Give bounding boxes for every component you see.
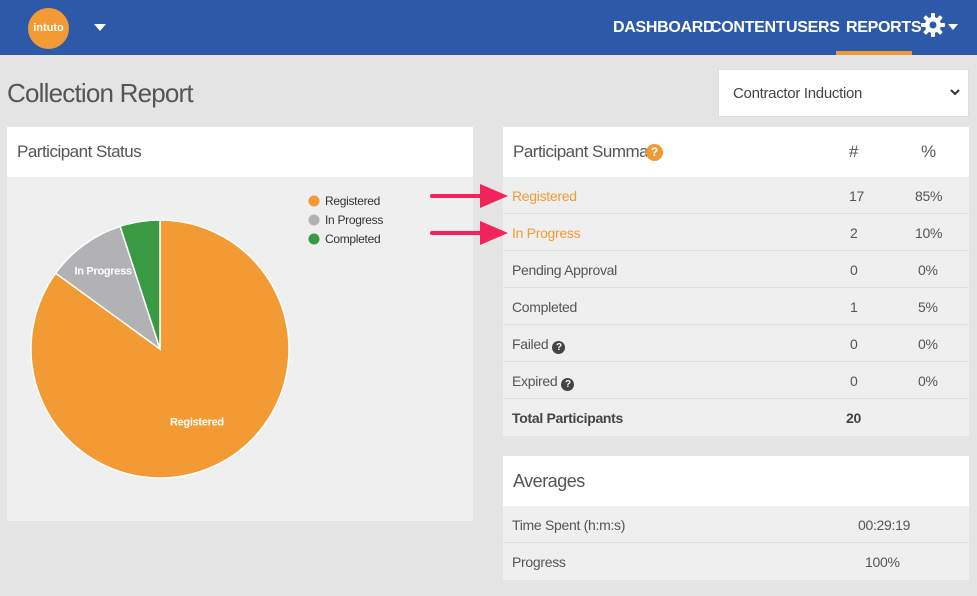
top-navbar: intuto DASHBOARD CONTENT USERS REPORTS [0, 0, 977, 55]
collection-select[interactable]: Contractor Induction [718, 69, 969, 117]
count-column-header: # [849, 142, 858, 161]
time-spent-value: 00:29:19 [858, 517, 911, 533]
annotation-arrow-registered [430, 184, 508, 208]
progress-value: 100% [865, 554, 900, 570]
row-count: 1 [850, 299, 858, 315]
averages-row: Progress 100% [503, 543, 969, 580]
legend-label[interactable]: Registered [325, 194, 380, 208]
row-percent: 85% [915, 188, 943, 204]
row-label[interactable]: In Progress [512, 225, 581, 241]
table-row: Failed? 0 0% [503, 325, 969, 362]
annotation-arrow-in-progress [430, 221, 508, 245]
total-row: Total Participants 20 [503, 399, 969, 436]
legend-label[interactable]: Completed [325, 232, 381, 246]
time-spent-label: Time Spent (h:m:s) [512, 517, 626, 533]
pie-slice-in-progress[interactable] [54, 225, 162, 351]
gear-icon[interactable] [920, 12, 946, 38]
row-count: 0 [850, 336, 858, 352]
nav-users[interactable]: USERS [786, 19, 840, 36]
averages-row: Time Spent (h:m:s) 00:29:19 [503, 506, 969, 543]
row-percent: 0% [918, 262, 938, 278]
intuto-logo[interactable]: intuto [28, 8, 69, 49]
legend-marker[interactable] [308, 214, 320, 226]
row-label-with-help: Expired? [512, 373, 575, 391]
table-row: Expired? 0 0% [503, 362, 969, 399]
table-row[interactable]: Registered 17 85% [503, 177, 969, 214]
row-percent: 10% [915, 225, 943, 241]
row-count: 0 [850, 262, 858, 278]
pie-slice-completed[interactable] [119, 219, 161, 350]
row-label-with-help: Failed? [512, 336, 566, 354]
total-label: Total Participants [512, 410, 624, 426]
failed-help-icon[interactable]: ? [552, 341, 566, 354]
settings-caret-icon[interactable] [948, 24, 958, 30]
percent-column-header: % [921, 142, 936, 161]
progress-label: Progress [512, 554, 566, 570]
chevron-down-icon [950, 89, 960, 96]
legend-marker[interactable] [308, 195, 320, 207]
nav-reports[interactable]: REPORTS [836, 0, 922, 55]
row-label: Completed [512, 299, 578, 315]
table-row[interactable]: In Progress 2 10% [503, 214, 969, 251]
row-count: 0 [850, 373, 858, 389]
pie-slice-label: Registered [170, 416, 224, 428]
row-count: 2 [850, 225, 858, 241]
participant-status-header: Participant Status [7, 127, 473, 177]
total-count: 20 [846, 410, 861, 426]
row-percent: 5% [918, 299, 938, 315]
expired-help-icon[interactable]: ? [561, 378, 575, 391]
averages-header: Averages [503, 456, 969, 506]
participant-summary-header: Participant Summary # % [503, 127, 969, 177]
participant-status-pie-chart: Registered In Progress Registered In Progre… [30, 194, 384, 479]
row-percent: 0% [918, 373, 938, 389]
pie-slice-label: In Progress [75, 266, 132, 278]
row-count: 17 [849, 188, 864, 204]
nav-dashboard[interactable]: DASHBOARD [613, 19, 715, 36]
row-label[interactable]: Registered [512, 188, 577, 204]
legend-marker[interactable] [308, 233, 320, 245]
participant-status-title: Participant Status [17, 142, 142, 161]
nav-content[interactable]: CONTENT [710, 19, 786, 36]
legend-label[interactable]: In Progress [325, 213, 384, 227]
averages-title: Averages [513, 471, 585, 491]
row-label: Expired [512, 373, 558, 389]
participant-summary-title: Participant Summary [513, 142, 662, 161]
row-label: Pending Approval [512, 262, 617, 278]
summary-help-icon[interactable]: ? [646, 144, 663, 161]
logo-menu-caret-icon[interactable] [94, 24, 106, 31]
row-label: Failed [512, 336, 549, 352]
collection-select-value: Contractor Induction [733, 85, 863, 102]
row-percent: 0% [918, 336, 938, 352]
table-row: Completed 1 5% [503, 288, 969, 325]
table-row: Pending Approval 0 0% [503, 251, 969, 288]
page-title: Collection Report [7, 78, 194, 108]
